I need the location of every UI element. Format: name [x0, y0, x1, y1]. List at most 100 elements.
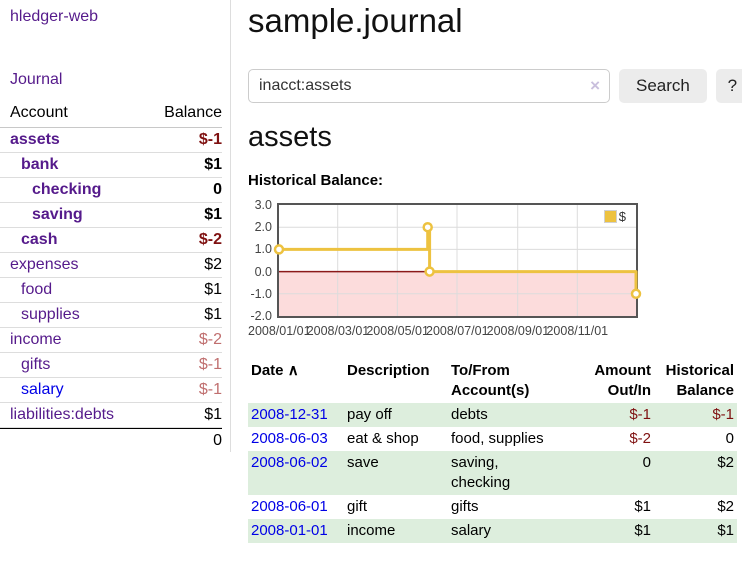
transaction-description: pay off — [347, 406, 392, 423]
x-tick-label: 2008/05/01 — [366, 324, 429, 338]
chart-canvas — [273, 205, 642, 316]
y-tick-label: -2.0 — [250, 309, 272, 323]
account-link[interactable]: checking — [32, 181, 102, 198]
account-heading: assets — [248, 121, 332, 153]
column-header-accounts: To/From Account(s) — [451, 362, 530, 399]
account-link[interactable]: food — [21, 281, 53, 298]
account-link[interactable]: cash — [21, 231, 58, 248]
account-balance: $1 — [204, 206, 222, 223]
account-balance: $-2 — [198, 231, 222, 248]
chart-title: Historical Balance: — [248, 172, 384, 189]
account-row: gifts $-1 — [0, 353, 222, 378]
account-link[interactable]: expenses — [10, 256, 79, 273]
balance-chart: 3.0 2.0 1.0 0.0 -1.0 -2.0 $ 2008/01/01 2008/03… — [244, 198, 664, 348]
transaction-description: save — [347, 454, 379, 471]
search-bar: × Search ? — [248, 69, 742, 103]
transaction-accounts: food, supplies — [451, 430, 544, 447]
account-balance: 0 — [213, 181, 222, 198]
chart-plot-area: $ — [273, 203, 642, 318]
account-link[interactable]: gifts — [21, 356, 51, 373]
account-row: bank $1 — [0, 153, 222, 178]
transaction-date-link[interactable]: 2008-06-02 — [251, 454, 328, 471]
account-balance: $-1 — [198, 131, 222, 148]
transaction-balance: $-1 — [712, 406, 734, 423]
brand-link[interactable]: hledger-web — [10, 8, 99, 25]
transactions-header-row: Date ∧ Description To/From Account(s) Am… — [248, 359, 737, 403]
transaction-amount: $1 — [634, 522, 651, 539]
help-button[interactable]: ? — [715, 69, 742, 103]
column-header-description: Description — [347, 362, 430, 379]
transaction-balance: $2 — [717, 454, 734, 471]
x-tick-label: 2008/01/01 — [248, 324, 311, 338]
y-tick-label: 0.0 — [254, 264, 272, 279]
y-tick-label: 1.0 — [254, 242, 272, 257]
transaction-description: income — [347, 522, 396, 539]
accounts-header-balance: Balance — [164, 104, 222, 121]
transaction-row: 2008-12-31 pay off debts $-1 $-1 — [248, 403, 737, 427]
accounts-total-row: 0 — [0, 428, 222, 453]
account-row: cash $-2 — [0, 228, 222, 253]
clear-search-icon[interactable]: × — [590, 76, 600, 95]
x-tick-label: 2008/11/01 — [546, 324, 609, 338]
transaction-row: 2008-06-03 eat & shop food, supplies $-2 0 — [248, 427, 737, 451]
transaction-description: eat & shop — [347, 430, 419, 447]
account-link[interactable]: bank — [21, 156, 59, 173]
accounts-total-value: 0 — [213, 432, 222, 449]
account-row: income $-2 — [0, 328, 222, 353]
transaction-row: 2008-06-01 gift gifts $1 $2 — [248, 495, 737, 519]
transaction-amount: $1 — [634, 498, 651, 515]
account-balance: $2 — [204, 256, 222, 273]
column-header-amount: Amount Out/In — [594, 362, 651, 399]
main-content: sample.journal × Search ? assets Histori… — [248, 0, 742, 582]
legend-label: $ — [618, 209, 626, 224]
search-box: × — [248, 69, 610, 103]
accounts-table: Account Balance assets $-1 bank $1 checking 0… — [0, 101, 222, 453]
accounts-table-header: Account Balance — [0, 101, 222, 128]
transaction-amount: 0 — [642, 454, 651, 471]
account-row: liabilities:debts $1 — [0, 403, 222, 428]
account-link[interactable]: salary — [21, 381, 64, 398]
search-input[interactable] — [248, 69, 610, 103]
account-row: expenses $2 — [0, 253, 222, 278]
transaction-row: 2008-01-01 income salary $1 $1 — [248, 519, 737, 543]
account-balance: $-2 — [198, 331, 222, 348]
account-link[interactable]: saving — [32, 206, 83, 223]
accounts-rows: assets $-1 bank $1 checking 0 saving $1 cash $-2 e… — [0, 128, 222, 428]
search-button[interactable]: Search — [619, 69, 707, 103]
account-row: saving $1 — [0, 203, 222, 228]
account-link[interactable]: supplies — [21, 306, 80, 323]
account-row: salary $-1 — [0, 378, 222, 403]
sidebar: hledger-web Journal Account Balance asse… — [0, 0, 231, 452]
account-balance: $1 — [204, 306, 222, 323]
account-row: supplies $1 — [0, 303, 222, 328]
y-tick-label: 2.0 — [254, 220, 272, 235]
y-tick-label: 3.0 — [254, 198, 272, 212]
account-balance: $1 — [204, 156, 222, 173]
column-header-date[interactable]: Date ∧ — [251, 362, 299, 379]
transaction-accounts: saving, checking — [451, 454, 511, 491]
y-tick-label: -1.0 — [250, 286, 272, 301]
transaction-date-link[interactable]: 2008-12-31 — [251, 406, 328, 423]
chart-legend: $ — [601, 208, 628, 225]
page-title: sample.journal — [248, 2, 463, 39]
transaction-description: gift — [347, 498, 368, 515]
transaction-accounts: salary — [451, 522, 492, 539]
sort-asc-icon: ∧ — [287, 362, 299, 379]
transaction-date-link[interactable]: 2008-06-01 — [251, 498, 328, 515]
account-balance: $-1 — [198, 381, 222, 398]
account-row: checking 0 — [0, 178, 222, 203]
sidebar-item-journal[interactable]: Journal — [10, 71, 63, 88]
account-balance: $1 — [204, 281, 222, 298]
x-tick-label: 2008/07/01 — [426, 324, 489, 338]
account-link[interactable]: liabilities:debts — [10, 406, 115, 423]
transactions-table: Date ∧ Description To/From Account(s) Am… — [248, 359, 737, 543]
transaction-balance: 0 — [725, 430, 734, 447]
account-link[interactable]: assets — [10, 131, 60, 148]
transaction-date-link[interactable]: 2008-01-01 — [251, 522, 328, 539]
x-tick-label: 2008/09/01 — [486, 324, 550, 338]
transaction-accounts: gifts — [451, 498, 479, 515]
account-link[interactable]: income — [10, 331, 62, 348]
transaction-date-link[interactable]: 2008-06-03 — [251, 430, 328, 447]
transaction-balance: $2 — [717, 498, 734, 515]
transaction-balance: $1 — [717, 522, 734, 539]
